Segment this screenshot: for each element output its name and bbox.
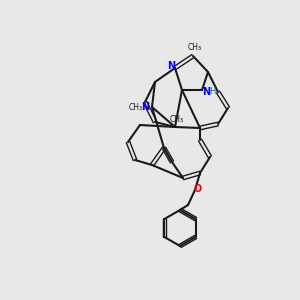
- Text: CH₃: CH₃: [129, 103, 143, 112]
- Text: N: N: [202, 87, 210, 97]
- Text: CH₃: CH₃: [188, 44, 202, 52]
- Text: O: O: [194, 184, 202, 194]
- Text: N: N: [167, 61, 175, 71]
- Text: H: H: [209, 88, 215, 97]
- Text: CH₃: CH₃: [170, 115, 184, 124]
- Text: N: N: [141, 102, 149, 112]
